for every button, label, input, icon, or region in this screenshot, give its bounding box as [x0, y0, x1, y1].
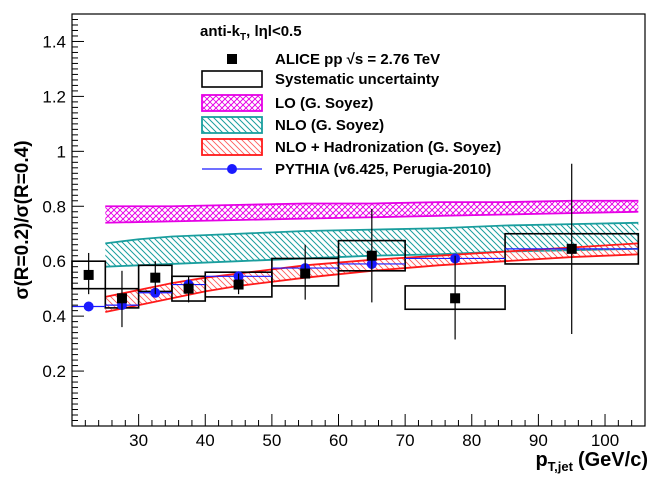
- pythia-point: [83, 301, 94, 312]
- legend-label-data: ALICE pp √s = 2.76 TeV: [275, 51, 440, 68]
- y-tick-label: 0.2: [42, 362, 66, 381]
- y-axis-title: σ(R=0.2)/σ(R=0.4): [12, 140, 33, 299]
- legend-label-pythia: PYTHIA (v6.425, Perugia-2010): [275, 161, 491, 178]
- lo-band-upper: [105, 199, 639, 208]
- y-tick-label: 0.8: [42, 197, 66, 216]
- x-tick-label: 100: [591, 431, 619, 450]
- x-axis-title: pT,jet (GeV/c): [535, 449, 648, 474]
- legend-data-marker: [227, 54, 237, 64]
- legend-lo-swatch: [201, 94, 263, 112]
- data-point: [233, 279, 244, 290]
- legend-item-nlo: NLO (G. Soyez): [201, 116, 384, 134]
- legend-header-suffix: , lηl<0.5: [246, 23, 301, 40]
- legend-syst-box: [201, 70, 263, 88]
- plot-frame: [71, 13, 646, 427]
- nlo-band-upper: [105, 221, 639, 245]
- y-tick-label: 1.4: [42, 32, 66, 51]
- legend-item-syst: Systematic uncertainty: [201, 70, 440, 88]
- x-tick-label: 90: [529, 431, 548, 450]
- legend-item-lo: LO (G. Soyez): [201, 94, 373, 112]
- x-axis-title-main: p: [535, 449, 547, 471]
- legend-item-pythia: PYTHIA (v6.425, Perugia-2010): [202, 161, 491, 178]
- legend: ALICE pp √s = 2.76 TeV Systematic uncerta…: [201, 51, 501, 178]
- x-tick-label: 50: [262, 431, 281, 450]
- x-axis-title-sub: T,jet: [548, 459, 574, 474]
- x-tick-label: 30: [129, 431, 148, 450]
- legend-label-syst: Systematic uncertainty: [275, 71, 440, 88]
- data-point: [116, 293, 127, 304]
- x-axis-title-unit: (GeV/c): [578, 449, 648, 471]
- legend-label-nlo: NLO (G. Soyez): [275, 117, 384, 134]
- legend-header-prefix: anti-k: [200, 23, 241, 40]
- data-point: [150, 272, 161, 283]
- axis-ticks: [72, 13, 633, 426]
- data-point: [566, 243, 577, 254]
- data-point: [366, 250, 377, 261]
- legend-header-sub: T: [240, 32, 246, 43]
- y-tick-label: 1.2: [42, 87, 66, 106]
- legend-nlo-swatch: [201, 116, 263, 134]
- alice-data-series: [83, 163, 577, 340]
- y-tick-label: 1: [57, 142, 66, 161]
- data-point: [183, 283, 194, 294]
- x-tick-label: 70: [396, 431, 415, 450]
- x-tick-label: 80: [462, 431, 481, 450]
- x-tick-label: 40: [196, 431, 215, 450]
- y-tick-label: 0.4: [42, 307, 66, 326]
- legend-nlohad-swatch: [201, 138, 263, 156]
- legend-pythia-marker: [227, 164, 237, 174]
- legend-header: anti-kT, lηl<0.5: [200, 23, 302, 43]
- x-tick-label: 60: [329, 431, 348, 450]
- legend-label-lo: LO (G. Soyez): [275, 95, 373, 112]
- legend-item-nlohad: NLO + Hadronization (G. Soyez): [201, 138, 501, 156]
- data-point: [83, 269, 94, 280]
- y-tick-label: 0.6: [42, 252, 66, 271]
- data-point: [450, 293, 461, 304]
- data-point: [300, 268, 311, 279]
- axis-tick-labels: 30 40 50 60 70 80 90 100 0.2 0.4 0.6 0.8 1 1.2 1.4: [42, 32, 619, 450]
- legend-item-data: ALICE pp √s = 2.76 TeV: [227, 51, 440, 68]
- legend-label-nlohad: NLO + Hadronization (G. Soyez): [275, 139, 501, 156]
